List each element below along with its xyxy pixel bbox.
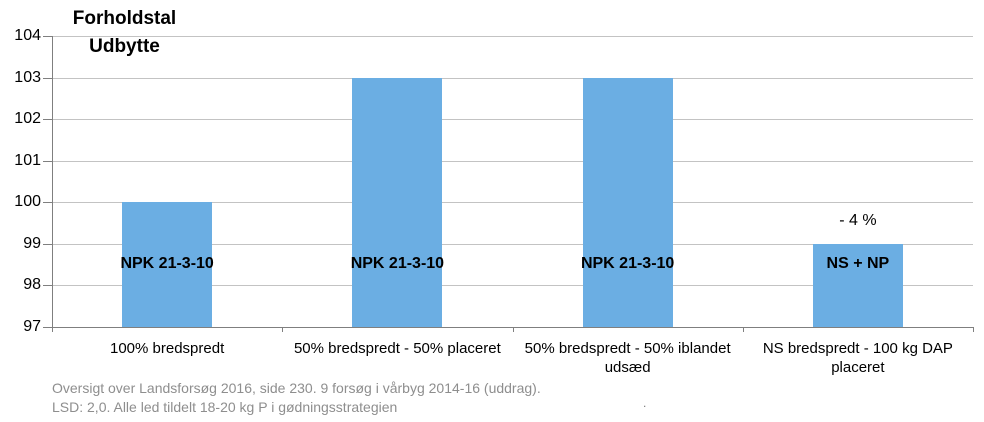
y-tick-label: 98	[23, 276, 41, 294]
y-axis-labels: 97 98 99 100 101 102 103 104	[0, 0, 44, 422]
bar	[122, 202, 213, 327]
gridline	[52, 243, 973, 245]
x-axis-tick	[742, 327, 744, 332]
bar	[582, 77, 673, 327]
chart-title-line2: Udbytte	[89, 36, 160, 57]
y-axis-tick	[43, 285, 52, 287]
y-axis-tick	[43, 160, 52, 162]
y-axis-tick	[43, 77, 52, 79]
y-tick-label: 99	[23, 234, 41, 252]
chart-title: Forholdstal Udbytte	[52, 5, 197, 61]
source-note: Oversigt over Landsforsøg 2016, side 230…	[52, 379, 541, 417]
x-axis-tick	[52, 327, 53, 332]
x-category-label: 50% bredspredt - 50% iblandet udsæd	[524, 340, 731, 376]
chart-title-line1: Forholdstal	[72, 8, 177, 29]
plot-area: NPK 21-3-10 NPK 21-3-10 NPK 21-3-10 NS + NP…	[43, 36, 974, 332]
bar-label: NPK 21-3-10	[350, 255, 445, 272]
stray-dot: .	[643, 396, 647, 410]
x-category-label: 100% bredspredt	[110, 340, 225, 357]
y-tick-label: 102	[14, 110, 41, 128]
gridline	[52, 36, 973, 37]
y-axis-tick	[43, 36, 52, 37]
y-tick-label: 97	[23, 318, 41, 335]
y-tick-label: 103	[14, 68, 41, 86]
x-category-label: 50% bredspredt - 50% placeret	[293, 340, 501, 357]
source-note-line1: Oversigt over Landsforsøg 2016, side 230…	[52, 380, 541, 396]
bar-label: NPK 21-3-10	[580, 255, 675, 272]
x-axis-tick	[973, 327, 974, 332]
bar	[352, 77, 443, 327]
gridline	[52, 285, 973, 287]
x-axis-tick	[512, 327, 514, 332]
y-axis-line	[52, 36, 53, 327]
y-axis-tick	[43, 327, 52, 328]
x-axis-labels: 100% bredspredt 50% bredspredt - 50% plac…	[52, 339, 973, 377]
gridline	[52, 119, 973, 121]
gridline	[52, 77, 973, 79]
bar	[812, 243, 903, 327]
bar-label: NS + NP	[826, 255, 890, 272]
y-tick-label: 101	[14, 151, 41, 169]
y-axis-tick	[43, 243, 52, 245]
x-axis-tick	[282, 327, 284, 332]
y-tick-label: 104	[14, 27, 41, 44]
x-category-label: NS bredspredt - 100 kg DAP placeret	[762, 340, 953, 376]
y-tick-label: 100	[14, 193, 41, 211]
bar-label: NPK 21-3-10	[120, 255, 214, 272]
gridline	[52, 160, 973, 162]
y-axis-tick	[43, 119, 52, 121]
source-note-line2: LSD: 2,0. Alle led tildelt 18-20 kg P i …	[52, 399, 398, 415]
y-axis-tick	[43, 202, 52, 204]
annotation-minus-4-percent: - 4 %	[839, 211, 877, 229]
gridline	[52, 202, 973, 204]
